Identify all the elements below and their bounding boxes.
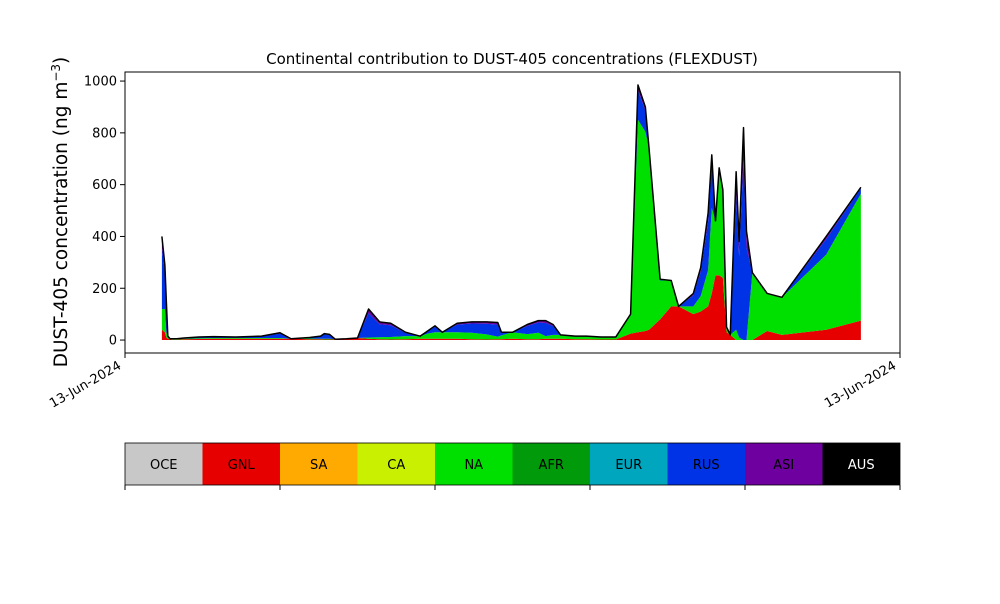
legend-label-sa: SA: [310, 458, 327, 473]
legend-label-ca: CA: [387, 458, 405, 473]
continent-legend-bar: OCE GNL SA CA NA AFR EUR RUS ASI AUS: [124, 442, 901, 490]
legend-label-afr: AFR: [539, 458, 564, 473]
legend-frame: [124, 442, 901, 486]
y-tick-label: 800: [92, 126, 117, 141]
stacked-area-layer: [161, 84, 861, 341]
x-axis: 13-Jun-2024 13-Jun-2024: [47, 353, 901, 411]
legend-label-rus: RUS: [693, 458, 720, 473]
legend-swatch-sa: [280, 443, 358, 485]
y-tick-label: 1000: [84, 75, 117, 90]
y-axis-label-tail: ): [51, 57, 72, 64]
legend-swatch-eur: [590, 443, 668, 485]
y-tick-label: 0: [109, 334, 117, 349]
legend-swatch-afr: [512, 443, 590, 485]
y-axis-label-sup: −3: [49, 64, 63, 82]
total-concentration-line: [161, 84, 862, 341]
legend-label-gnl: GNL: [228, 458, 256, 473]
legend-swatch-rus: [667, 443, 745, 485]
legend-label-oce: OCE: [150, 458, 178, 473]
legend-label-na: NA: [464, 458, 483, 473]
legend-label-aus: AUS: [848, 458, 875, 473]
area-series-na: [161, 119, 861, 341]
legend-swatch-aus: [822, 443, 900, 485]
y-tick-label: 600: [92, 178, 117, 193]
total-line-layer: [161, 84, 862, 341]
y-axis-label-main: DUST-405 concentration (ng m: [51, 82, 72, 368]
plot-frame: [124, 71, 901, 354]
y-tick-label: 400: [92, 230, 117, 245]
area-series-gnl: [161, 275, 861, 341]
legend-swatch-oce: [125, 443, 203, 485]
x-tick-label: 13-Jun-2024: [822, 358, 899, 411]
chart-title: Continental contribution to DUST-405 con…: [266, 50, 758, 68]
legend-swatch-asi: [745, 443, 823, 485]
legend-swatch-na: [435, 443, 513, 485]
legend-label-asi: ASI: [773, 458, 794, 473]
y-axis: 0 200 400 600 800 1000: [84, 75, 125, 349]
legend-swatch-gnl: [202, 443, 280, 485]
legend-label-eur: EUR: [615, 458, 642, 473]
legend-swatch-ca: [357, 443, 435, 485]
y-axis-label: DUST-405 concentration (ng m−3): [49, 57, 72, 368]
y-tick-label: 200: [92, 282, 117, 297]
